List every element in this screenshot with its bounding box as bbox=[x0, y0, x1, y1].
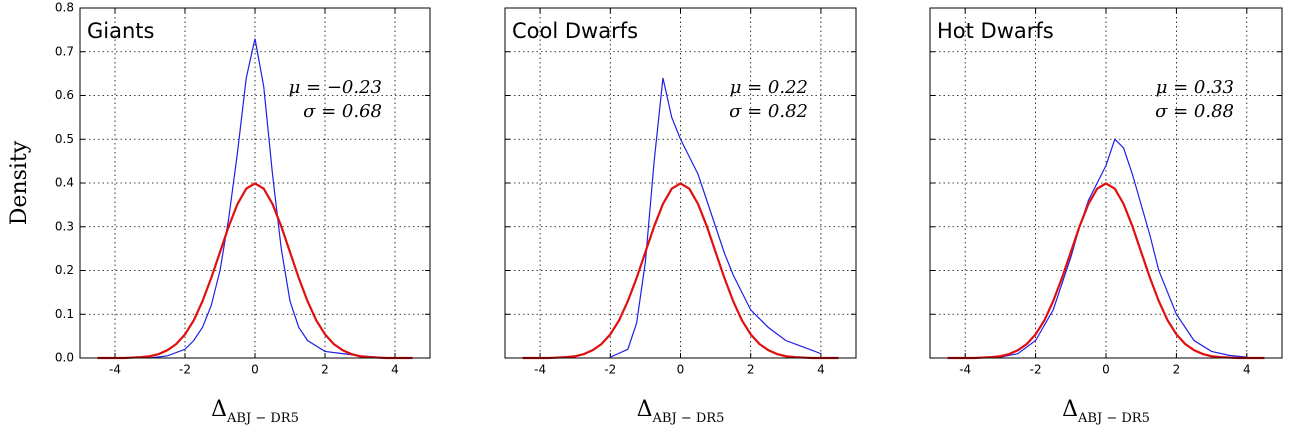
y-tick-label: 0.6 bbox=[55, 88, 74, 102]
data-line bbox=[947, 182, 1265, 360]
data-line bbox=[97, 182, 413, 360]
annotation: μ = −0.23 bbox=[289, 77, 382, 98]
annotation: μ = 0.22 bbox=[730, 77, 808, 98]
x-tick-label: 2 bbox=[1173, 363, 1181, 377]
y-tick-label: 0.4 bbox=[55, 176, 74, 190]
x-axis-label-sub: ABJ − DR5 bbox=[226, 411, 299, 426]
y-tick-label: 0.5 bbox=[55, 132, 74, 146]
x-tick-label: 2 bbox=[321, 363, 329, 377]
x-tick-label: 0 bbox=[251, 363, 259, 377]
plot-frame bbox=[929, 7, 1283, 359]
x-tick-label: -4 bbox=[109, 363, 121, 377]
annotation: μ = 0.33 bbox=[1156, 77, 1234, 98]
y-tick-label: 0.2 bbox=[55, 263, 74, 277]
x-axis-label-main: Δ bbox=[211, 397, 227, 422]
data-line bbox=[149, 38, 378, 359]
y-tick-label: 0.7 bbox=[55, 44, 74, 58]
x-axis-label-main: Δ bbox=[1062, 397, 1078, 422]
y-axis-label: Density bbox=[7, 140, 32, 225]
x-axis-label: ΔABJ − DR5 bbox=[637, 397, 725, 426]
plot-frame bbox=[504, 7, 857, 359]
annotation: σ = 0.68 bbox=[303, 101, 382, 122]
plot-frame bbox=[79, 7, 431, 359]
x-tick-label: 4 bbox=[817, 363, 825, 377]
x-axis-label-sub: ABJ − DR5 bbox=[1077, 411, 1150, 426]
y-tick-label: 0.1 bbox=[55, 307, 74, 321]
annotation: σ = 0.88 bbox=[1155, 101, 1234, 122]
x-axis-label: ΔABJ − DR5 bbox=[211, 397, 299, 426]
y-tick-label: 0.8 bbox=[55, 1, 74, 15]
x-tick-label: 0 bbox=[1102, 363, 1110, 377]
x-tick-label: 0 bbox=[677, 363, 685, 377]
x-axis-label-sub: ABJ − DR5 bbox=[652, 411, 725, 426]
x-tick-label: -2 bbox=[604, 363, 616, 377]
x-tick-label: -2 bbox=[1030, 363, 1042, 377]
data-line bbox=[1000, 138, 1247, 358]
panel-title: Hot Dwarfs bbox=[937, 19, 1054, 43]
x-axis-label: ΔABJ − DR5 bbox=[1062, 397, 1150, 426]
panel-title: Giants bbox=[87, 19, 154, 43]
x-tick-label: 4 bbox=[391, 363, 399, 377]
x-tick-label: 4 bbox=[1243, 363, 1251, 377]
panel-title: Cool Dwarfs bbox=[512, 19, 638, 43]
data-line bbox=[522, 182, 839, 360]
x-tick-label: 2 bbox=[747, 363, 755, 377]
x-tick-label: -4 bbox=[959, 363, 971, 377]
y-tick-label: 0.0 bbox=[55, 351, 74, 365]
x-tick-label: -4 bbox=[534, 363, 546, 377]
y-tick-label: 0.3 bbox=[55, 219, 74, 233]
x-tick-label: -2 bbox=[179, 363, 191, 377]
x-axis-label-main: Δ bbox=[637, 397, 653, 422]
annotation: σ = 0.82 bbox=[729, 101, 808, 122]
